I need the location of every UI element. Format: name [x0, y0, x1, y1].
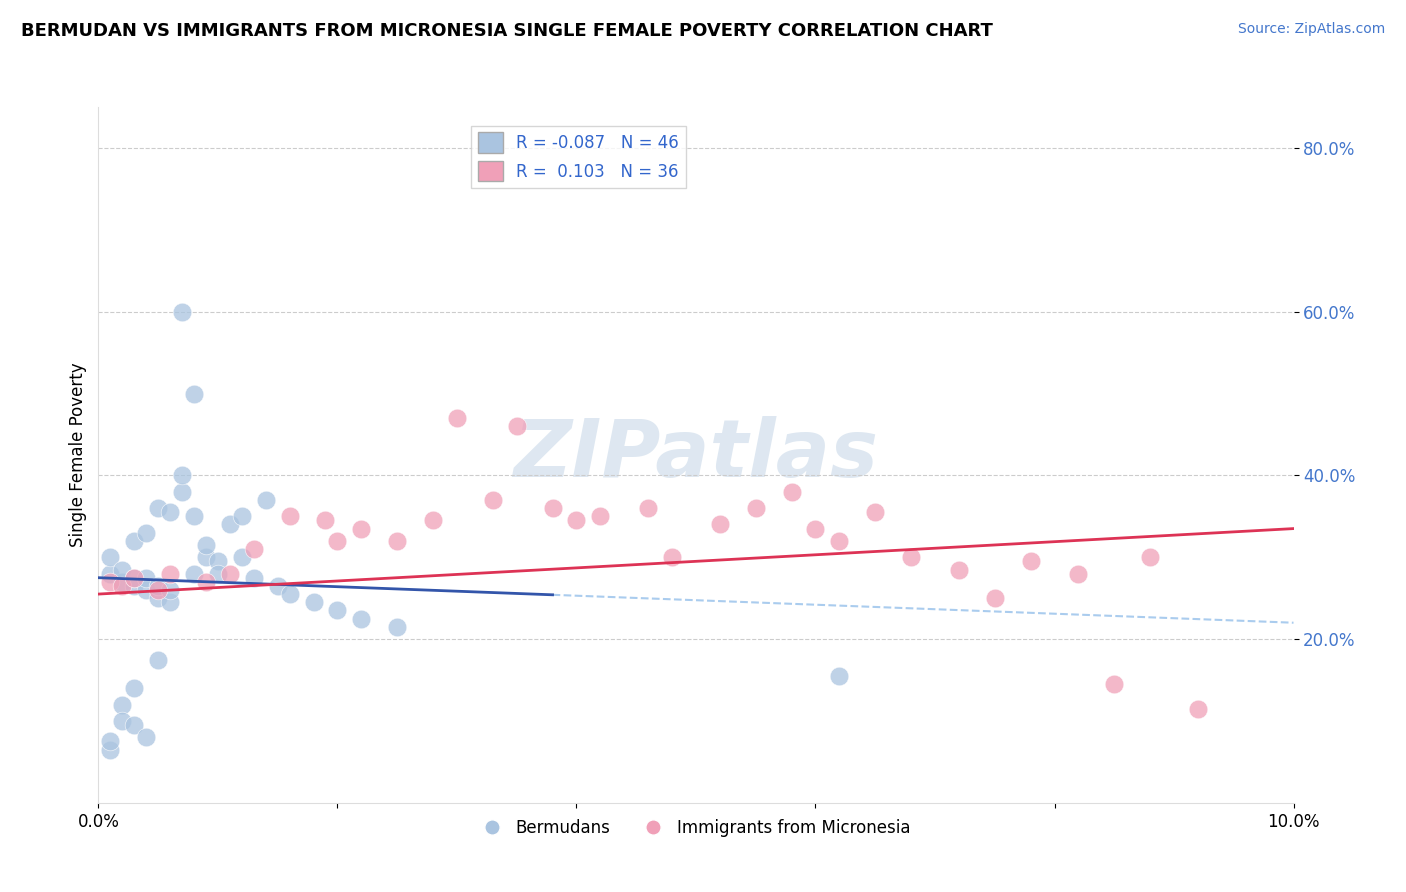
Point — [98, 734, 122, 748]
Point — [195, 550, 218, 565]
Point — [124, 681, 146, 696]
Point — [124, 533, 146, 548]
Point — [135, 525, 157, 540]
Point — [541, 501, 564, 516]
Point — [900, 550, 922, 565]
Point — [98, 566, 122, 581]
Text: Source: ZipAtlas.com: Source: ZipAtlas.com — [1237, 22, 1385, 37]
Point — [745, 501, 768, 516]
Point — [1067, 566, 1090, 581]
Point — [135, 582, 157, 597]
Point — [111, 698, 134, 712]
Point — [278, 509, 301, 524]
Point — [350, 612, 373, 626]
Point — [350, 522, 373, 536]
Point — [315, 513, 337, 527]
Point — [243, 571, 266, 585]
Point — [506, 419, 529, 434]
Point — [111, 714, 134, 728]
Point — [183, 386, 205, 401]
Point — [1139, 550, 1161, 565]
Point — [231, 509, 253, 524]
Point — [231, 550, 253, 565]
Point — [98, 742, 122, 756]
Point — [111, 574, 134, 589]
Point — [172, 468, 194, 483]
Point — [124, 718, 146, 732]
Point — [1104, 677, 1126, 691]
Point — [422, 513, 444, 527]
Point — [984, 591, 1007, 606]
Point — [637, 501, 659, 516]
Point — [172, 484, 194, 499]
Legend: Bermudans, Immigrants from Micronesia: Bermudans, Immigrants from Micronesia — [475, 812, 917, 843]
Point — [148, 652, 170, 666]
Point — [124, 571, 146, 585]
Y-axis label: Single Female Poverty: Single Female Poverty — [69, 363, 87, 547]
Point — [243, 542, 266, 557]
Point — [159, 582, 181, 597]
Text: ZIPatlas: ZIPatlas — [513, 416, 879, 494]
Point — [148, 591, 170, 606]
Point — [148, 501, 170, 516]
Point — [148, 582, 170, 597]
Point — [148, 579, 170, 593]
Point — [207, 554, 229, 568]
Point — [135, 571, 157, 585]
Point — [326, 533, 349, 548]
Point — [172, 304, 194, 318]
Point — [159, 505, 181, 519]
Point — [111, 579, 134, 593]
Point — [124, 571, 146, 585]
Point — [385, 533, 409, 548]
Point — [135, 731, 157, 745]
Point — [446, 411, 468, 425]
Point — [709, 517, 731, 532]
Point — [589, 509, 612, 524]
Point — [948, 562, 970, 576]
Point — [183, 566, 205, 581]
Point — [254, 492, 277, 507]
Point — [124, 579, 146, 593]
Point — [111, 562, 134, 576]
Point — [195, 538, 218, 552]
Point — [385, 620, 409, 634]
Point — [482, 492, 505, 507]
Point — [865, 505, 887, 519]
Point — [302, 595, 325, 609]
Point — [278, 587, 301, 601]
Point — [565, 513, 588, 527]
Point — [1019, 554, 1042, 568]
Point — [828, 533, 851, 548]
Point — [183, 509, 205, 524]
Point — [804, 522, 827, 536]
Point — [159, 595, 181, 609]
Point — [98, 550, 122, 565]
Point — [207, 566, 229, 581]
Point — [661, 550, 683, 565]
Point — [780, 484, 803, 499]
Point — [219, 517, 242, 532]
Text: BERMUDAN VS IMMIGRANTS FROM MICRONESIA SINGLE FEMALE POVERTY CORRELATION CHART: BERMUDAN VS IMMIGRANTS FROM MICRONESIA S… — [21, 22, 993, 40]
Point — [219, 566, 242, 581]
Point — [828, 669, 851, 683]
Point — [267, 579, 290, 593]
Point — [326, 603, 349, 617]
Point — [1187, 701, 1209, 715]
Point — [98, 574, 122, 589]
Point — [159, 566, 181, 581]
Point — [195, 574, 218, 589]
